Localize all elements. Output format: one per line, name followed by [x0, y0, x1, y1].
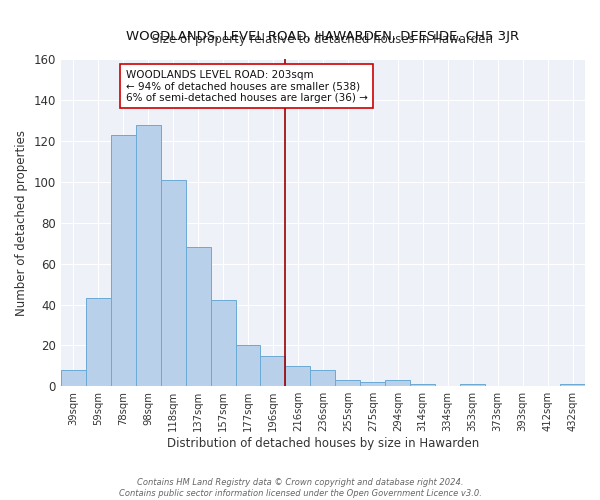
Bar	[61, 370, 86, 386]
Bar	[335, 380, 361, 386]
Bar	[211, 300, 236, 386]
Bar	[385, 380, 410, 386]
Bar	[86, 298, 111, 386]
Bar	[236, 346, 260, 386]
Bar	[111, 135, 136, 386]
X-axis label: Distribution of detached houses by size in Hawarden: Distribution of detached houses by size …	[167, 437, 479, 450]
Bar	[560, 384, 585, 386]
Bar	[286, 366, 310, 386]
Y-axis label: Number of detached properties: Number of detached properties	[15, 130, 28, 316]
Bar	[185, 248, 211, 386]
Text: WOODLANDS LEVEL ROAD: 203sqm
← 94% of detached houses are smaller (538)
6% of se: WOODLANDS LEVEL ROAD: 203sqm ← 94% of de…	[125, 70, 368, 103]
Bar	[310, 370, 335, 386]
Text: Contains HM Land Registry data © Crown copyright and database right 2024.
Contai: Contains HM Land Registry data © Crown c…	[119, 478, 481, 498]
Bar	[460, 384, 485, 386]
Title: WOODLANDS, LEVEL ROAD, HAWARDEN, DEESIDE, CH5 3JR: WOODLANDS, LEVEL ROAD, HAWARDEN, DEESIDE…	[127, 30, 520, 43]
Bar	[361, 382, 385, 386]
Bar	[410, 384, 435, 386]
Bar	[260, 356, 286, 386]
Text: Size of property relative to detached houses in Hawarden: Size of property relative to detached ho…	[152, 34, 493, 46]
Bar	[136, 125, 161, 386]
Bar	[161, 180, 185, 386]
